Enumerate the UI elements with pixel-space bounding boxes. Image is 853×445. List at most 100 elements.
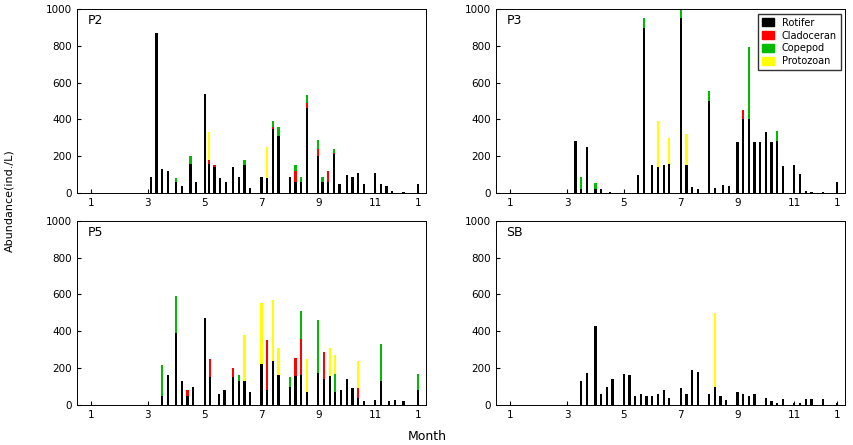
Bar: [322, 379, 325, 405]
Bar: [622, 374, 624, 405]
Bar: [321, 177, 323, 182]
Bar: [351, 177, 353, 193]
Bar: [722, 185, 723, 193]
Bar: [271, 129, 274, 193]
Bar: [160, 169, 163, 193]
Bar: [713, 387, 715, 405]
Bar: [209, 377, 212, 405]
Bar: [690, 370, 693, 405]
Bar: [223, 390, 225, 405]
Bar: [213, 167, 216, 193]
Bar: [334, 374, 336, 392]
Bar: [334, 355, 336, 374]
Bar: [579, 189, 582, 193]
Bar: [305, 103, 308, 109]
Bar: [189, 156, 191, 164]
Bar: [357, 388, 359, 397]
Bar: [684, 165, 687, 193]
Bar: [835, 182, 837, 193]
Bar: [294, 171, 296, 182]
Bar: [696, 189, 698, 193]
Bar: [651, 396, 653, 405]
Bar: [232, 377, 234, 405]
Bar: [684, 394, 687, 405]
Bar: [594, 183, 596, 189]
Bar: [339, 390, 342, 405]
Bar: [249, 188, 251, 193]
Bar: [232, 167, 234, 193]
Bar: [249, 392, 251, 405]
Bar: [160, 396, 163, 405]
Bar: [186, 396, 189, 405]
Bar: [237, 177, 240, 193]
Bar: [792, 166, 794, 193]
Bar: [160, 365, 163, 396]
Bar: [334, 392, 336, 405]
Bar: [316, 149, 319, 156]
Bar: [155, 33, 157, 193]
Bar: [213, 166, 216, 167]
Bar: [333, 149, 334, 153]
Bar: [775, 141, 778, 193]
Bar: [363, 184, 364, 193]
Bar: [713, 188, 715, 193]
Bar: [662, 390, 664, 405]
Bar: [764, 397, 766, 405]
Bar: [804, 191, 806, 193]
Bar: [294, 376, 296, 405]
Bar: [237, 381, 240, 405]
Bar: [328, 376, 330, 405]
Bar: [735, 142, 738, 193]
Bar: [690, 186, 693, 193]
Bar: [333, 154, 334, 193]
Bar: [707, 101, 710, 193]
Bar: [380, 381, 381, 405]
Bar: [175, 182, 177, 193]
Bar: [288, 177, 291, 193]
Bar: [345, 175, 347, 193]
Legend: Rotifer, Cladoceran, Copepod, Protozoan: Rotifer, Cladoceran, Copepod, Protozoan: [757, 14, 839, 70]
Bar: [667, 164, 670, 193]
Bar: [288, 387, 291, 405]
Bar: [636, 175, 639, 193]
Bar: [322, 352, 325, 379]
Bar: [277, 136, 279, 193]
Bar: [769, 142, 772, 193]
Bar: [656, 167, 659, 193]
Bar: [260, 177, 263, 193]
Bar: [357, 173, 359, 193]
Bar: [775, 131, 778, 141]
Bar: [207, 160, 210, 164]
Bar: [277, 376, 279, 405]
Bar: [299, 376, 302, 405]
Bar: [266, 390, 268, 405]
Bar: [402, 401, 404, 405]
Bar: [194, 182, 197, 193]
Bar: [393, 400, 396, 405]
Bar: [181, 381, 183, 405]
Bar: [316, 320, 319, 373]
Bar: [585, 373, 588, 405]
Bar: [594, 326, 596, 405]
Bar: [804, 400, 806, 405]
Bar: [741, 119, 744, 193]
Bar: [416, 184, 418, 193]
Bar: [600, 190, 601, 193]
Bar: [243, 335, 246, 381]
Bar: [189, 164, 191, 193]
Bar: [207, 164, 210, 193]
Bar: [299, 182, 302, 193]
Bar: [667, 397, 670, 405]
Bar: [271, 361, 274, 405]
Bar: [608, 192, 610, 193]
Bar: [780, 400, 783, 405]
Bar: [656, 121, 659, 167]
Bar: [642, 18, 644, 28]
Bar: [780, 166, 783, 193]
Bar: [149, 177, 152, 193]
Bar: [175, 333, 177, 405]
Bar: [219, 178, 221, 193]
Bar: [316, 156, 319, 193]
Bar: [357, 397, 359, 405]
Bar: [775, 403, 778, 405]
